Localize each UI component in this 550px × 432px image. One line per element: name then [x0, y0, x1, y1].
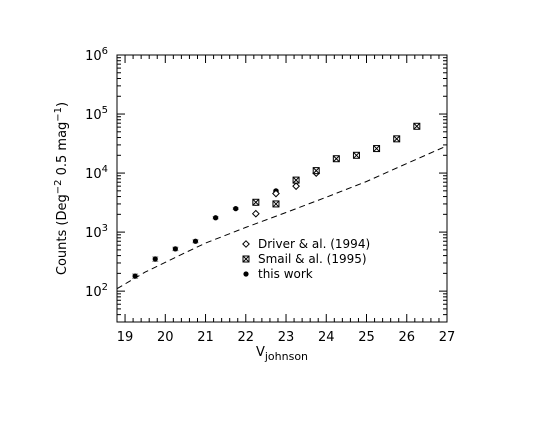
x-tick-label: 21	[197, 330, 214, 345]
x-tick-label: 23	[278, 330, 295, 345]
data-point	[393, 135, 401, 143]
y-tick-label: 105	[85, 105, 108, 123]
y-axis-label: Counts (Deg−2 0.5 mag−1)	[53, 102, 70, 275]
y-tick-label: 104	[85, 164, 108, 182]
data-point	[272, 200, 280, 208]
legend-label: Smail & al. (1995)	[258, 252, 367, 266]
x-tick-label: 20	[157, 330, 174, 345]
boxed-x-cross	[413, 122, 421, 130]
axis-labels: Vjohnson Counts (Deg−2 0.5 mag−1)	[53, 102, 308, 363]
axes: 19 20 21 22 23 24 25 26 27 102 103 104 105 106	[85, 46, 455, 345]
data-point	[292, 182, 300, 191]
boxed-x-cross	[312, 167, 320, 174]
x-tick-label: 24	[318, 330, 335, 345]
legend-label: Driver & al. (1994)	[258, 237, 370, 251]
data-point	[212, 215, 219, 221]
data-point	[252, 198, 260, 206]
data-point	[152, 256, 158, 262]
data-point	[373, 145, 381, 153]
legend: Driver & al. (1994)Smail & al. (1995)thi…	[242, 237, 370, 281]
y-tick-label: 106	[85, 46, 108, 64]
boxed-x-cross	[393, 135, 401, 143]
x-tick-label: 26	[398, 330, 415, 345]
x-tick-label: 27	[439, 330, 456, 345]
x-axis-label: Vjohnson	[256, 345, 308, 363]
boxed-x-cross	[332, 155, 340, 163]
data-point	[172, 246, 178, 252]
data-point	[251, 209, 260, 218]
data-point	[332, 155, 340, 163]
data-point	[233, 206, 239, 212]
boxed-x-cross	[353, 151, 360, 159]
y-tick-label: 102	[85, 282, 108, 300]
y-tick-label: 103	[85, 223, 108, 241]
plot-frame	[116, 54, 448, 323]
data-point	[413, 122, 421, 130]
boxed-x-cross	[373, 145, 380, 152]
legend-marker	[242, 240, 250, 248]
data-point	[292, 176, 300, 184]
model-line	[116, 145, 448, 290]
data-point	[132, 273, 138, 279]
legend-marker	[243, 271, 249, 277]
boxed-x-cross	[292, 176, 300, 184]
data-point	[192, 238, 199, 244]
data-point	[312, 167, 320, 175]
model-line-layer	[116, 145, 448, 290]
boxed-x-cross	[242, 255, 250, 263]
boxed-x-cross	[272, 200, 280, 208]
x-tick-label: 22	[238, 330, 255, 345]
x-tick-label: 25	[358, 330, 375, 345]
data-point	[352, 151, 360, 159]
boxed-x-cross	[252, 198, 260, 206]
data-points-layer	[132, 122, 421, 279]
legend-label: this work	[258, 267, 313, 281]
data-point	[272, 189, 280, 198]
x-tick-label: 19	[117, 330, 134, 345]
legend-marker	[242, 255, 250, 263]
